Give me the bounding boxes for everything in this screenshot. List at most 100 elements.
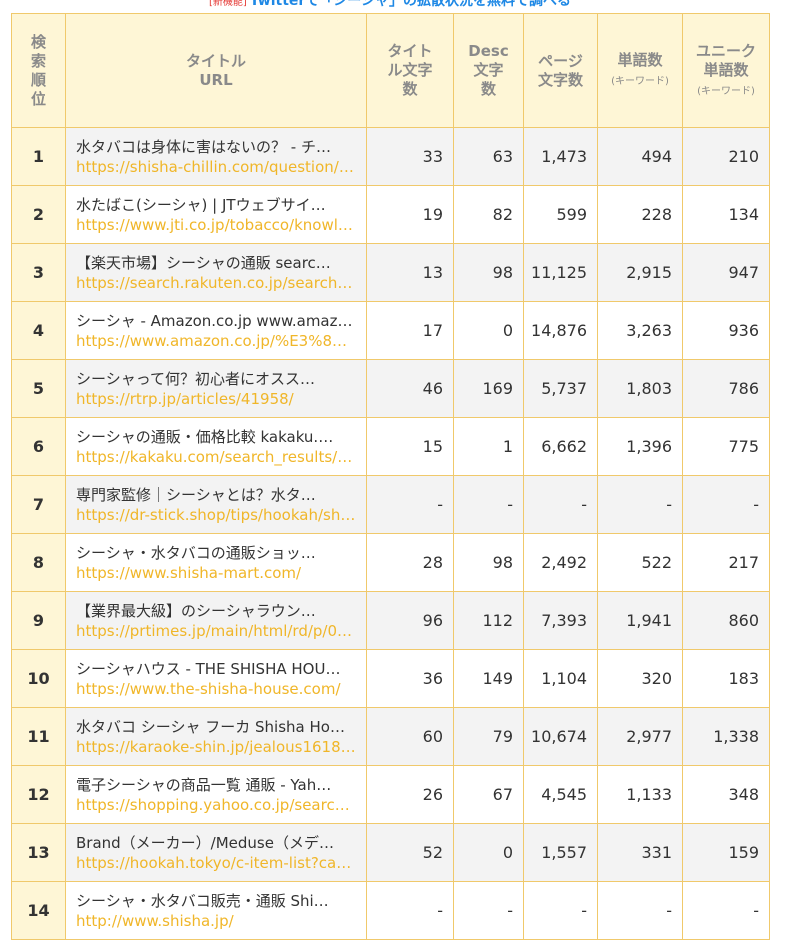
page-url-link[interactable]: https://kakaku.com/search_results/… (76, 447, 353, 466)
unique-word-count-cell: 210 (682, 127, 770, 186)
page-chars-cell: 14,876 (523, 301, 598, 360)
word-count-cell: 331 (597, 823, 683, 882)
header-title-chars: タイトル文字数 (366, 13, 454, 128)
page-url-link[interactable]: http://www.shisha.jp/ (76, 911, 234, 930)
page-url-link[interactable]: https://shisha-chillin.com/question/… (76, 157, 354, 176)
page-url-link[interactable]: https://rtrp.jp/articles/41958/ (76, 389, 294, 408)
table-row: 7 専門家監修｜シーシャとは？水タ… https://dr-stick.shop/t… (11, 475, 770, 534)
table-row: 1 水タバコは身体に害はないの？ - チ… https://shisha-chill… (11, 127, 770, 186)
page-title: 電子シーシャの商品一覧 通販 - Yah… (76, 775, 332, 794)
word-count-cell: 228 (597, 185, 683, 244)
desc-chars-cell: 0 (453, 301, 524, 360)
desc-chars-cell: 63 (453, 127, 524, 186)
word-count-cell: - (597, 475, 683, 534)
title-chars-cell: 52 (366, 823, 454, 882)
page-chars-cell: 1,557 (523, 823, 598, 882)
title-chars-cell: 19 (366, 185, 454, 244)
page-title: 専門家監修｜シーシャとは？水タ… (76, 485, 316, 504)
unique-word-count-cell: 134 (682, 185, 770, 244)
search-results-table: 検索順位 タイトル URL タイトル文字数 Desc 文字数 ページ 文字数 単… (11, 13, 770, 940)
table-row: 2 水たばこ(シーシャ) | JTウェブサイ… https://www.jti.co… (11, 185, 770, 244)
word-count-cell: 1,803 (597, 359, 683, 418)
rank-cell: 8 (11, 533, 66, 592)
unique-word-count-cell: - (682, 475, 770, 534)
rank-cell: 7 (11, 475, 66, 534)
page-chars-cell: 4,545 (523, 765, 598, 824)
title-chars-cell: 17 (366, 301, 454, 360)
table-row: 11 水タバコ シーシャ フーカ Shisha Ho… https://karaok… (11, 707, 770, 766)
word-count-cell: 2,915 (597, 243, 683, 302)
desc-chars-cell: - (453, 881, 524, 940)
desc-chars-cell: 112 (453, 591, 524, 650)
word-count-cell: 3,263 (597, 301, 683, 360)
table-row: 3 【楽天市場】シーシャの通販 searc… https://search.raku… (11, 243, 770, 302)
header-unique-word-count: ユニーク単語数 (キーワード) (682, 13, 770, 128)
twitter-feature-banner[interactable]: [新機能] Twitterで「シーシャ」の拡散状況を無料で調べる (0, 0, 780, 9)
desc-chars-cell: 82 (453, 185, 524, 244)
rank-cell: 11 (11, 707, 66, 766)
desc-chars-cell: 0 (453, 823, 524, 882)
title-chars-cell: 36 (366, 649, 454, 708)
page-title: シーシャ・水タバコの通販ショッ… (76, 543, 316, 562)
table-row: 12 電子シーシャの商品一覧 通販 - Yah… https://shopping.… (11, 765, 770, 824)
title-url-cell: 水タバコ シーシャ フーカ Shisha Ho… https://karaoke-… (65, 707, 367, 766)
word-count-cell: 1,133 (597, 765, 683, 824)
unique-word-count-cell: 1,338 (682, 707, 770, 766)
title-url-cell: シーシャ・水タバコ販売・通販 Shi… http://www.shisha.jp/ (65, 881, 367, 940)
page-url-link[interactable]: https://search.rakuten.co.jp/search/… (76, 273, 356, 292)
page-title: 水タバコ シーシャ フーカ Shisha Ho… (76, 717, 345, 736)
page-title: シーシャって何？初心者にオスス… (76, 369, 315, 388)
unique-word-count-cell: 860 (682, 591, 770, 650)
page-url-link[interactable]: https://prtimes.jp/main/html/rd/p/0… (76, 621, 353, 640)
page-url-link[interactable]: https://dr-stick.shop/tips/hookah/sh… (76, 505, 356, 524)
banner-link-text[interactable]: Twitterで「シーシャ」の拡散状況を無料で調べる (249, 0, 572, 9)
desc-chars-cell: 1 (453, 417, 524, 476)
rank-cell: 4 (11, 301, 66, 360)
page-title: シーシャ - Amazon.co.jp www.amaz… (76, 311, 353, 330)
rank-cell: 9 (11, 591, 66, 650)
title-chars-cell: 33 (366, 127, 454, 186)
page-url-link[interactable]: https://www.jti.co.jp/tobacco/knowl… (76, 215, 353, 234)
desc-chars-cell: 98 (453, 533, 524, 592)
title-url-cell: 水タバコは身体に害はないの？ - チ… https://shisha-chilli… (65, 127, 367, 186)
table-row: 9 【業界最大級】のシーシャラウン… https://prtimes.jp/main… (11, 591, 770, 650)
header-page-chars: ページ 文字数 (523, 13, 598, 128)
unique-word-count-cell: - (682, 881, 770, 940)
rank-cell: 13 (11, 823, 66, 882)
page-url-link[interactable]: https://www.amazon.co.jp/%E3%82… (76, 331, 356, 350)
desc-chars-cell: 98 (453, 243, 524, 302)
table-row: 6 シーシャの通販・価格比較 kakaku.… https://kakaku.com… (11, 417, 770, 476)
header-desc-chars: Desc 文字数 (453, 13, 524, 128)
table-row: 4 シーシャ - Amazon.co.jp www.amaz… https://ww… (11, 301, 770, 360)
desc-chars-cell: 67 (453, 765, 524, 824)
page-chars-cell: 2,492 (523, 533, 598, 592)
page-chars-cell: - (523, 475, 598, 534)
title-url-cell: 水たばこ(シーシャ) | JTウェブサイ… https://www.jti.co.… (65, 185, 367, 244)
page-url-link[interactable]: https://hookah.tokyo/c-item-list?cat… (76, 853, 356, 872)
header-rank: 検索順位 (11, 13, 66, 128)
rank-cell: 6 (11, 417, 66, 476)
title-chars-cell: 15 (366, 417, 454, 476)
page-url-link[interactable]: https://www.the-shisha-house.com/ (76, 679, 341, 698)
page-url-link[interactable]: https://karaoke-shin.jp/jealous1618… (76, 737, 356, 756)
page-url-link[interactable]: https://www.shisha-mart.com/ (76, 563, 302, 582)
page-chars-cell: 10,674 (523, 707, 598, 766)
desc-chars-cell: 79 (453, 707, 524, 766)
title-chars-cell: 13 (366, 243, 454, 302)
title-url-cell: Brand（メーカー）/Meduse（メデ… https://hookah.tok… (65, 823, 367, 882)
page-title: シーシャ・水タバコ販売・通販 Shi… (76, 891, 329, 910)
title-url-cell: 電子シーシャの商品一覧 通販 - Yah… https://shopping.ya… (65, 765, 367, 824)
rank-cell: 10 (11, 649, 66, 708)
title-url-cell: シーシャ・水タバコの通販ショッ… https://www.shisha-mart.… (65, 533, 367, 592)
word-count-cell: 494 (597, 127, 683, 186)
title-chars-cell: - (366, 475, 454, 534)
page-title: 【楽天市場】シーシャの通販 searc… (76, 253, 331, 272)
rank-cell: 2 (11, 185, 66, 244)
word-count-cell: 2,977 (597, 707, 683, 766)
page-url-link[interactable]: https://shopping.yahoo.co.jp/search/… (76, 795, 356, 814)
unique-word-count-cell: 936 (682, 301, 770, 360)
page-chars-cell: 1,473 (523, 127, 598, 186)
page-title: シーシャの通販・価格比較 kakaku.… (76, 427, 334, 446)
rank-cell: 5 (11, 359, 66, 418)
